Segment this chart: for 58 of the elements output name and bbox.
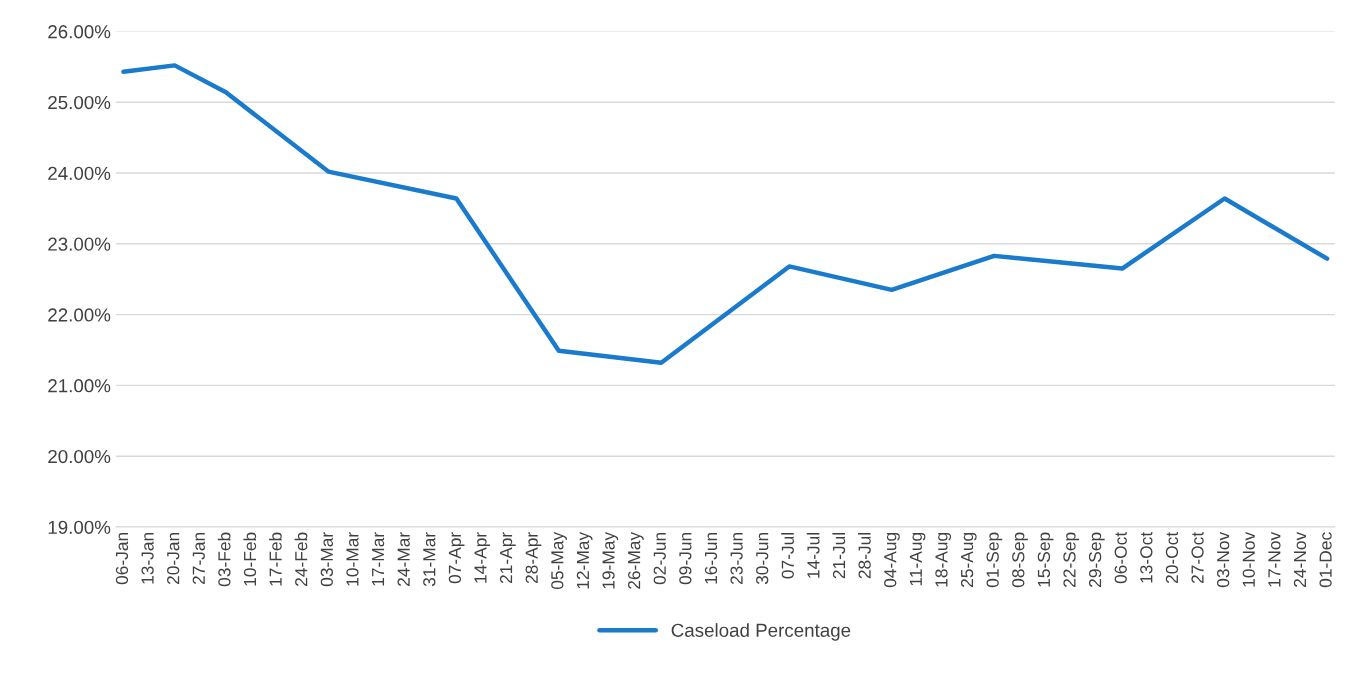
x-tick-label: 21-Jul bbox=[832, 533, 846, 579]
x-tick-label: 26-May bbox=[628, 531, 644, 589]
x-tick-label: 14-Jul bbox=[806, 533, 820, 578]
x-tick-label: 29-Sep bbox=[1088, 532, 1105, 587]
x-tick-label: 13-Jan bbox=[141, 532, 154, 584]
y-tick-label: 23.00% bbox=[48, 237, 111, 251]
y-tick-label: 25.00% bbox=[48, 95, 111, 110]
y-tick-label: 20.00% bbox=[48, 449, 111, 464]
x-tick-label: 05-May bbox=[551, 531, 567, 590]
x-tick-label: 22-Sep bbox=[1063, 532, 1080, 587]
x-tick-label: 12-May bbox=[576, 531, 593, 589]
x-tick-label: 07-Apr bbox=[448, 532, 465, 584]
x-tick-label: 17-Mar bbox=[372, 532, 385, 586]
legend-label: Caseload Percentage bbox=[671, 623, 851, 641]
x-tick-label: 01-Dec bbox=[1319, 532, 1332, 588]
x-tick-label: 27-Jan bbox=[192, 532, 205, 585]
x-tick-label: 03-Feb bbox=[217, 532, 231, 587]
x-tick-label: 16-Jun bbox=[704, 532, 718, 584]
x-tick-label: 30-Jun bbox=[756, 532, 769, 585]
x-tick-label: 06-Jan bbox=[115, 532, 129, 585]
x-tick-label: 17-Nov bbox=[1268, 531, 1281, 587]
line-series bbox=[121, 63, 1330, 365]
x-tick-label: 20-Oct bbox=[1165, 531, 1179, 584]
y-tick-label: 21.00% bbox=[48, 379, 111, 393]
x-tick-label: 02-Jun bbox=[653, 532, 666, 585]
x-tick-label: 13-Oct bbox=[1140, 531, 1153, 583]
y-tick-label: 19.00% bbox=[48, 520, 111, 534]
x-tick-label: 31-Mar bbox=[423, 532, 436, 587]
x-tick-label: 24-Feb bbox=[294, 532, 308, 586]
x-tick-label: 03-Mar bbox=[320, 532, 333, 587]
x-tick-label: 11-Aug bbox=[909, 532, 926, 586]
x-tick-label: 24-Nov bbox=[1293, 531, 1307, 587]
x-tick-label: 27-Oct bbox=[1191, 531, 1204, 584]
x-tick-label: 09-Jun bbox=[679, 532, 692, 585]
y-tick-label: 26.00% bbox=[48, 25, 111, 39]
x-tick-label: 08-Sep bbox=[1012, 532, 1028, 588]
x-tick-label: 17-Feb bbox=[269, 532, 282, 586]
x-tick-label: 10-Feb bbox=[243, 532, 257, 586]
x-tick-label: 28-Apr bbox=[525, 532, 542, 584]
x-tick-label: 01-Sep bbox=[986, 532, 1003, 588]
y-tick-label: 24.00% bbox=[48, 166, 111, 180]
x-tick-label: 07-Jul bbox=[781, 533, 794, 579]
y-tick-label: 22.00% bbox=[48, 308, 111, 322]
x-tick-label: 10-Mar bbox=[346, 532, 359, 586]
x-tick-label: 14-Apr bbox=[474, 532, 491, 583]
x-tick-label: 19-May bbox=[602, 531, 619, 589]
x-tick-label: 10-Nov bbox=[1242, 531, 1255, 587]
x-tick-label: 23-Jun bbox=[730, 532, 743, 585]
x-tick-label: 18-Aug bbox=[935, 532, 952, 587]
x-tick-label: 28-Jul bbox=[858, 533, 871, 579]
x-tick-label: 24-Mar bbox=[397, 532, 410, 586]
x-tick-label: 06-Oct bbox=[1114, 531, 1127, 584]
x-tick-label: 20-Jan bbox=[167, 532, 180, 585]
x-tick-label: 25-Aug bbox=[960, 532, 977, 587]
x-tick-label: 15-Sep bbox=[1037, 532, 1054, 587]
x-tick-label: 21-Apr bbox=[499, 532, 516, 584]
x-tick-label: 03-Nov bbox=[1217, 531, 1230, 588]
x-tick-label: 04-Aug bbox=[884, 532, 900, 588]
